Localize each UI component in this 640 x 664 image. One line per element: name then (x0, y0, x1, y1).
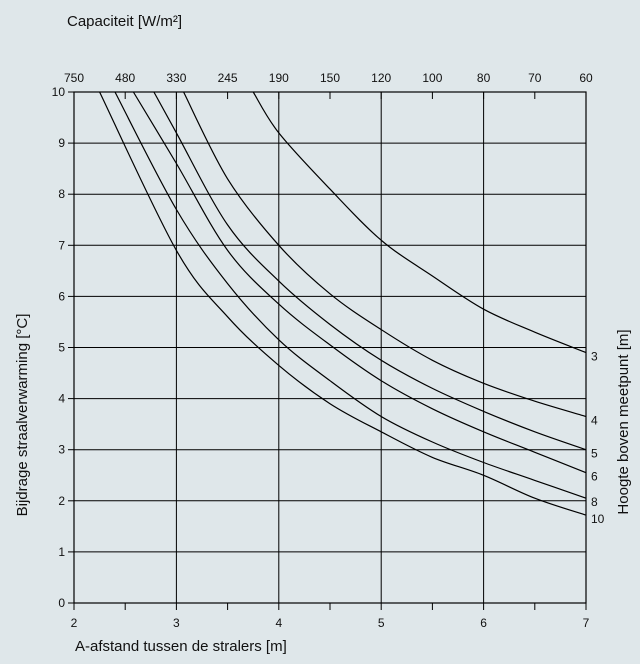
y-tick-label: 9 (58, 136, 65, 150)
grid-lines (74, 92, 586, 603)
y-tick-label: 6 (58, 289, 65, 303)
top-tick-label: 100 (422, 71, 442, 85)
curve-series (252, 91, 587, 354)
y-tick-label: 0 (58, 596, 65, 610)
curve-series (114, 91, 587, 499)
top-tick-label: 150 (320, 71, 340, 85)
top-tick-label: 190 (269, 71, 289, 85)
y-tick-label: 3 (58, 443, 65, 457)
curve-series (132, 91, 587, 474)
axes (68, 91, 587, 610)
chart-title: Capaciteit [W/m²] (67, 13, 182, 30)
series-label: 10 (591, 512, 605, 526)
y-tick-label: 8 (58, 187, 65, 201)
top-tick-label: 330 (166, 71, 186, 85)
curves (99, 91, 587, 516)
top-tick-label: 120 (371, 71, 391, 85)
x-tick-label: 3 (173, 616, 180, 630)
series-label: 3 (591, 350, 598, 364)
y-axis-title: Bijdrage straalverwarming [°C] (14, 314, 31, 517)
series-label: 8 (591, 495, 598, 509)
y-tick-label: 1 (58, 545, 65, 559)
top-tick-label: 60 (579, 71, 593, 85)
curve-series (183, 91, 587, 418)
series-label: 6 (591, 470, 598, 484)
y-tick-label: 2 (58, 494, 65, 508)
series-label: 4 (591, 413, 598, 427)
top-tick-label: 80 (477, 71, 491, 85)
y-tick-label: 5 (58, 341, 65, 355)
x-tick-label: 2 (71, 616, 78, 630)
x-tick-label: 7 (583, 616, 590, 630)
y-tick-label: 4 (58, 392, 65, 406)
top-tick-label: 70 (528, 71, 542, 85)
plot-frame (73, 91, 587, 604)
x-tick-label: 4 (275, 616, 282, 630)
x-tick-label: 5 (378, 616, 385, 630)
curve-series (99, 91, 587, 516)
x-tick-label: 6 (480, 616, 487, 630)
top-tick-label: 480 (115, 71, 135, 85)
y-tick-label: 10 (52, 85, 66, 99)
series-label: 5 (591, 447, 598, 461)
top-tick-label: 750 (64, 71, 84, 85)
y-tick-label: 7 (58, 238, 65, 252)
x-axis-title: A-afstand tussen de stralers [m] (75, 638, 287, 655)
curve-series (153, 91, 587, 451)
top-tick-label: 245 (218, 71, 238, 85)
right-axis-title: Hoogte boven meetpunt [m] (615, 329, 632, 514)
